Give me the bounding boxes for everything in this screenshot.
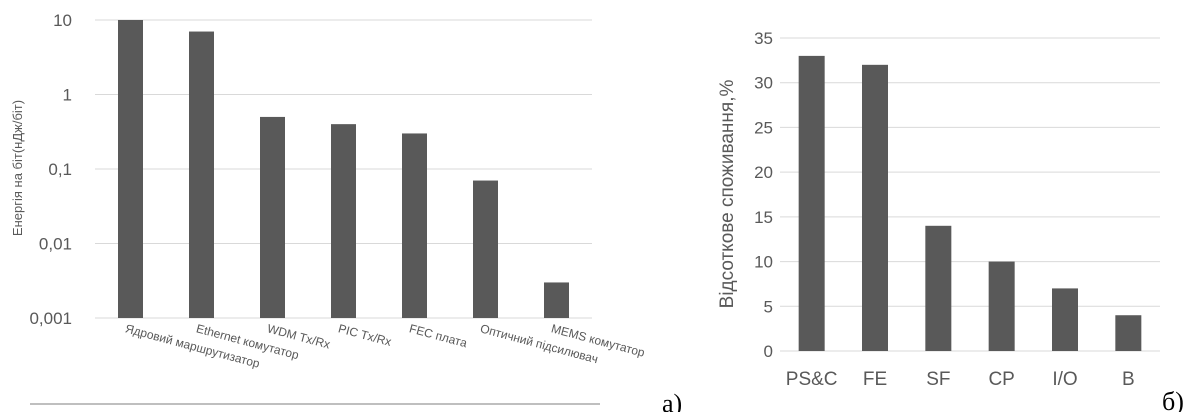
chart-a-bars bbox=[118, 20, 569, 319]
chart-a-y-tick-label: 0,001 bbox=[29, 309, 72, 328]
chart-a-bar bbox=[402, 133, 427, 318]
chart-b-panel-label: б) bbox=[1162, 387, 1184, 412]
chart-a-x-tick-label: PIC Tx/Rx bbox=[337, 321, 393, 349]
chart-a-bar bbox=[118, 20, 143, 318]
chart-b-bars bbox=[798, 55, 1142, 352]
chart-a-bar bbox=[473, 180, 498, 318]
chart-b-x-tick-labels: PS&C FE SF CP I/O B bbox=[786, 369, 1135, 390]
chart-b: 35 30 25 20 15 10 5 0 PS&C FE SF CP I/O B Відсоткове… bbox=[717, 29, 1184, 412]
chart-a-bar bbox=[544, 282, 569, 318]
chart-b-bar bbox=[1052, 288, 1078, 351]
chart-a-x-tick-label: FEC плата bbox=[408, 321, 469, 350]
chart-a: 10 1 0,1 0,01 0,001 Ядровий маршрутизаторEth… bbox=[10, 11, 682, 412]
chart-b-y-tick-label: 20 bbox=[754, 163, 773, 182]
chart-b-y-tick-label: 15 bbox=[754, 208, 773, 227]
chart-b-gridlines bbox=[780, 37, 1160, 352]
chart-b-bar bbox=[798, 55, 825, 352]
chart-a-y-tick-labels: 10 1 0,1 0,01 0,001 bbox=[29, 11, 72, 328]
chart-a-bar bbox=[331, 124, 356, 318]
chart-b-y-tick-label: 10 bbox=[754, 253, 773, 272]
chart-a-y-tick-label: 0,01 bbox=[39, 235, 72, 254]
chart-a-bar bbox=[260, 116, 285, 319]
chart-a-bar bbox=[189, 31, 214, 319]
chart-b-bar bbox=[1115, 315, 1142, 351]
chart-b-x-tick-label: B bbox=[1122, 369, 1135, 390]
chart-b-y-tick-label: 30 bbox=[754, 74, 773, 93]
chart-b-y-tick-label: 25 bbox=[754, 118, 773, 137]
chart-b-bar bbox=[862, 64, 888, 351]
chart-b-bar bbox=[925, 225, 952, 351]
chart-b-y-axis-label: Відсоткове споживання,% bbox=[717, 80, 738, 309]
chart-a-y-tick-label: 1 bbox=[63, 86, 72, 105]
chart-a-panel-label: а) bbox=[662, 389, 682, 412]
chart-b-bar bbox=[988, 261, 1015, 351]
chart-a-y-tick-label: 0,1 bbox=[48, 160, 72, 179]
chart-b-x-tick-label: I/O bbox=[1052, 369, 1077, 390]
chart-b-y-tick-label: 35 bbox=[754, 29, 773, 48]
chart-b-y-tick-labels: 35 30 25 20 15 10 5 0 bbox=[754, 29, 773, 361]
chart-b-y-tick-label: 0 bbox=[764, 342, 773, 361]
chart-b-x-tick-label: PS&C bbox=[786, 369, 838, 390]
chart-b-x-tick-label: CP bbox=[988, 369, 1014, 390]
chart-b-x-tick-label: FE bbox=[863, 369, 887, 390]
chart-b-y-tick-label: 5 bbox=[764, 297, 773, 316]
chart-a-y-axis-label: Енергія на біт(нДж/біт) bbox=[10, 100, 25, 236]
chart-a-y-tick-label: 10 bbox=[53, 11, 72, 30]
chart-b-x-tick-label: SF bbox=[926, 369, 950, 390]
